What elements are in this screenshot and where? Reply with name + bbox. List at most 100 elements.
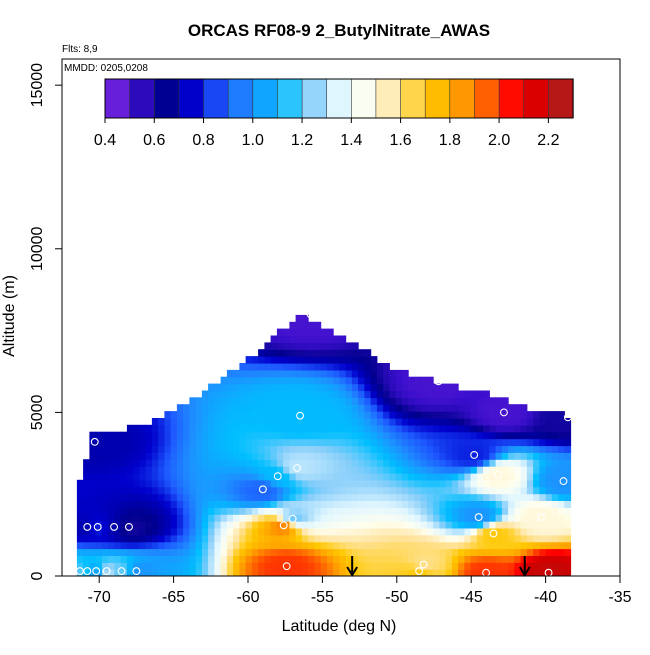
curtain-cell [445,459,453,467]
curtain-cell [439,562,447,570]
curtain-cell [351,472,359,481]
sample-point [288,514,297,523]
curtain-cell [458,521,465,529]
curtain-cell [176,438,184,447]
curtain-cell [389,562,397,570]
curtain-cell [289,541,297,550]
curtain-cell [95,548,103,556]
curtain-cell [176,466,184,474]
curtain-cell [364,418,372,426]
curtain-cell [464,507,472,515]
curtain-cell [133,486,140,495]
curtain-cell [220,383,228,392]
curtain-cell [251,493,259,501]
curtain-cell [258,541,265,550]
curtain-cell [339,411,347,419]
curtain-cell [439,466,447,474]
curtain-cell [276,452,284,460]
curtain-cell [489,479,497,488]
y-tick-label: 15000 [29,63,46,108]
curtain-cell [276,404,284,412]
curtain-cell [545,452,553,460]
curtain-cell [126,569,134,576]
curtain-cell [358,541,365,550]
curtain-cell [301,493,309,501]
curtain-cell [164,418,172,426]
curtain-cell [426,514,434,522]
curtain-cell [214,383,222,392]
curtain-cell [289,479,297,488]
curtain-cell [183,493,190,501]
curtain-cell [408,521,415,529]
curtain-cell [445,486,453,495]
curtain-cell [464,500,472,508]
curtain-cell [539,514,547,522]
curtain-cell [95,562,103,570]
curtain-cell [214,534,222,543]
curtain-cell [439,548,447,556]
curtain-cell [214,438,222,447]
curtain-cell [351,459,359,467]
curtain-cell [520,507,528,515]
curtain-cell [414,486,422,495]
curtain-cell [333,541,340,550]
curtain-cell [289,411,297,419]
curtain-cell [439,438,447,447]
curtain-cell [489,452,497,460]
curtain-cell [283,390,290,398]
curtain-cell [233,507,240,515]
curtain-cell [208,445,215,453]
curtain-cell [426,431,434,440]
curtain-cell [308,424,315,433]
curtain-cell [508,534,515,543]
curtain-cell [264,369,272,378]
curtain-cell [283,445,290,453]
curtain-cell [151,466,159,474]
curtain-cell [476,438,484,447]
curtain-cell [201,527,209,536]
curtain-cell [208,555,215,563]
curtain-cell [251,486,259,495]
curtain-cell [414,376,422,385]
curtain-cell [401,397,409,405]
curtain-cell [270,555,278,563]
curtain-cell [345,534,353,543]
curtain-cell [301,369,309,378]
curtain-cell [445,555,453,563]
curtain-cell [195,486,203,495]
curtain-cell [289,569,297,576]
curtain-cell [333,479,340,488]
curtain-cell [301,445,309,453]
curtain-cell [108,562,115,570]
curtain-cell [476,479,484,488]
curtain-cell [245,445,253,453]
curtain-cell [101,431,109,440]
curtain-cell [201,514,209,522]
curtain-cell [239,445,247,453]
curtain-cell [114,438,122,447]
x-tick-label: -50 [385,589,408,606]
curtain-cell [351,548,359,556]
curtain-cell [245,356,253,364]
curtain-cell [539,569,547,576]
curtain-cell [308,459,315,467]
curtain-cell [345,397,353,405]
curtain-cell [308,541,315,550]
curtain-cell [326,562,334,570]
colorbar-tick-label: 1.2 [291,132,313,149]
curtain-cell [470,452,478,460]
curtain-cell [258,472,265,481]
curtain-cell [558,534,565,543]
curtain-cell [314,390,322,398]
curtain-cell [364,363,372,371]
curtain-cell [258,534,265,543]
curtain-cell [358,376,365,385]
curtain-cell [370,363,378,371]
curtain-cell [108,459,115,467]
curtain-cell [339,445,347,453]
curtain-cell [358,459,365,467]
curtain-cell [308,562,315,570]
colorbar-swatch [129,78,155,119]
curtain-cell [395,479,403,488]
curtain-cell [420,562,428,570]
